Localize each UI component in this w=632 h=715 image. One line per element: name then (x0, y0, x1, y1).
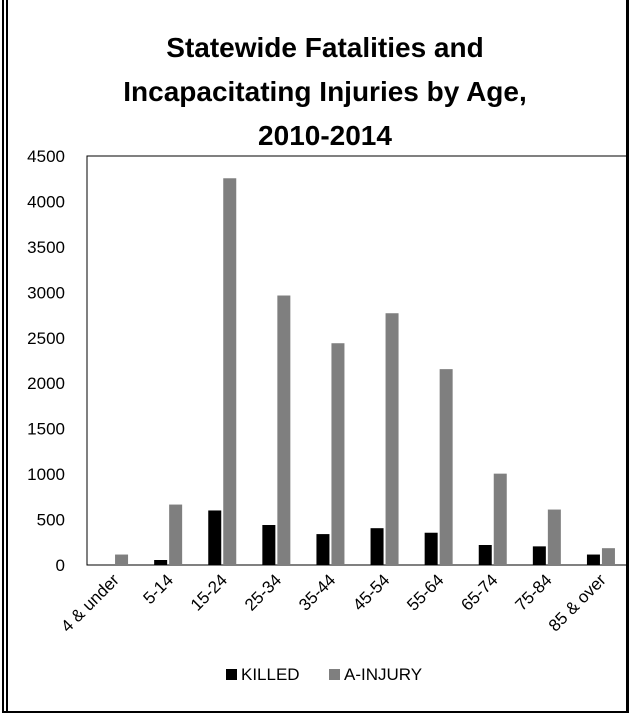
bar-a-injury-5 (385, 313, 399, 565)
inner-frame (6, 0, 627, 711)
x-tick-label-0: 4 & under (57, 570, 123, 636)
bar-a-injury-4 (331, 343, 345, 565)
plot-area: 0 500 1000 1500 2000 2500 3000 3500 4000 4500 4 & … (27, 147, 629, 636)
y-tick-label-7: 3500 (27, 238, 65, 257)
x-tick-label-7: 65-74 (457, 570, 501, 614)
plot-border (86, 155, 629, 566)
bar-a-injury-9 (601, 548, 615, 565)
bar-a-injury-0 (115, 554, 129, 565)
bar-a-injury-6 (439, 369, 453, 565)
bar-a-injury-7 (493, 473, 507, 565)
bar-killed-8 (532, 546, 546, 565)
y-tick-label-5: 2500 (27, 329, 65, 348)
y-tick-label-2: 1000 (27, 465, 65, 484)
bar-a-injury-8 (547, 509, 561, 565)
y-tick-label-1: 500 (37, 511, 65, 530)
bar-killed-9 (586, 554, 600, 565)
legend: KILLED A-INJURY (226, 665, 422, 684)
bar-killed-5 (370, 528, 384, 565)
y-tick-label-3: 1500 (27, 420, 65, 439)
bar-a-injury-2 (223, 178, 237, 566)
bar-a-injury-1 (169, 504, 183, 565)
x-tick-label-4: 35-44 (295, 570, 339, 614)
x-tick-label-1: 5-14 (139, 570, 176, 607)
x-tick-label-5: 45-54 (349, 570, 393, 614)
y-tick-label-4: 2000 (27, 374, 65, 393)
x-tick-label-8: 75-84 (511, 570, 555, 614)
bar-killed-3 (262, 525, 276, 565)
bar-killed-6 (424, 532, 438, 565)
legend-swatch-a-injury (329, 669, 340, 680)
y-tick-label-9: 4500 (27, 147, 65, 166)
y-tick-label-0: 0 (56, 556, 65, 575)
bar-killed-4 (316, 534, 330, 565)
legend-label-a-injury: A-INJURY (344, 665, 422, 684)
bar-killed-1 (154, 560, 168, 565)
chart-title-line-1: Statewide Fatalities and (166, 32, 483, 63)
y-tick-label-6: 3000 (27, 283, 65, 302)
x-tick-label-6: 55-64 (403, 570, 447, 614)
chart-title-line-2: Incapacitating Injuries by Age, (123, 76, 527, 107)
legend-swatch-killed (226, 669, 237, 680)
bar-killed-7 (478, 545, 492, 565)
x-tick-label-2: 15-24 (187, 570, 231, 614)
bar-killed-2 (208, 510, 222, 565)
legend-label-killed: KILLED (241, 665, 300, 684)
bar-a-injury-3 (277, 295, 291, 565)
x-tick-label-3: 25-34 (241, 570, 285, 614)
y-tick-label-8: 4000 (27, 192, 65, 211)
x-tick-label-9: 85 & over (545, 570, 610, 635)
chart-title-line-3: 2010-2014 (258, 120, 392, 151)
